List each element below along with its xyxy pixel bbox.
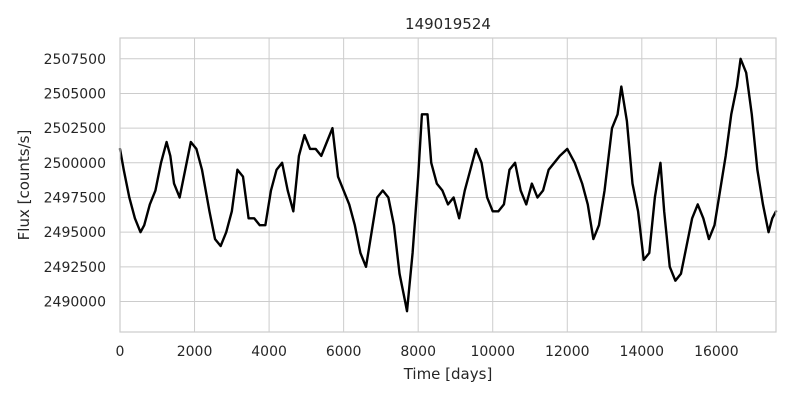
x-tick-labels: 0 2000 4000 6000 8000 10000 12000 14000 16000 <box>116 344 739 360</box>
y-tick-label: 2492500 <box>44 260 106 276</box>
x-tick-label: 8000 <box>400 344 436 360</box>
y-tick-label: 2497500 <box>44 190 106 206</box>
grid-lines <box>119 38 776 332</box>
y-tick-label: 2502500 <box>44 121 106 137</box>
y-tick-label: 2500000 <box>44 156 106 172</box>
y-tick-label: 2490000 <box>44 294 106 310</box>
x-tick-label: 2000 <box>177 344 213 360</box>
chart-title: 149019524 <box>405 15 491 33</box>
x-tick-label: 0 <box>116 344 125 360</box>
x-tick-label: 10000 <box>470 344 515 360</box>
flux-series-line <box>118 57 778 313</box>
series-layer <box>118 57 778 313</box>
x-axis-label: Time [days] <box>403 365 493 383</box>
plot-frame <box>119 37 777 333</box>
y-tick-label: 2507500 <box>44 52 106 68</box>
x-tick-label: 6000 <box>326 344 362 360</box>
x-tick-label: 16000 <box>694 344 739 360</box>
y-tick-label: 2495000 <box>44 225 106 241</box>
x-tick-label: 12000 <box>545 344 590 360</box>
x-tick-label: 4000 <box>251 344 287 360</box>
y-tick-label: 2505000 <box>44 86 106 102</box>
y-axis-label: Flux [counts/s] <box>15 130 33 241</box>
y-tick-labels: 2490000 2492500 2495000 2497500 2500000 25025… <box>44 52 106 311</box>
x-tick-label: 14000 <box>620 344 665 360</box>
